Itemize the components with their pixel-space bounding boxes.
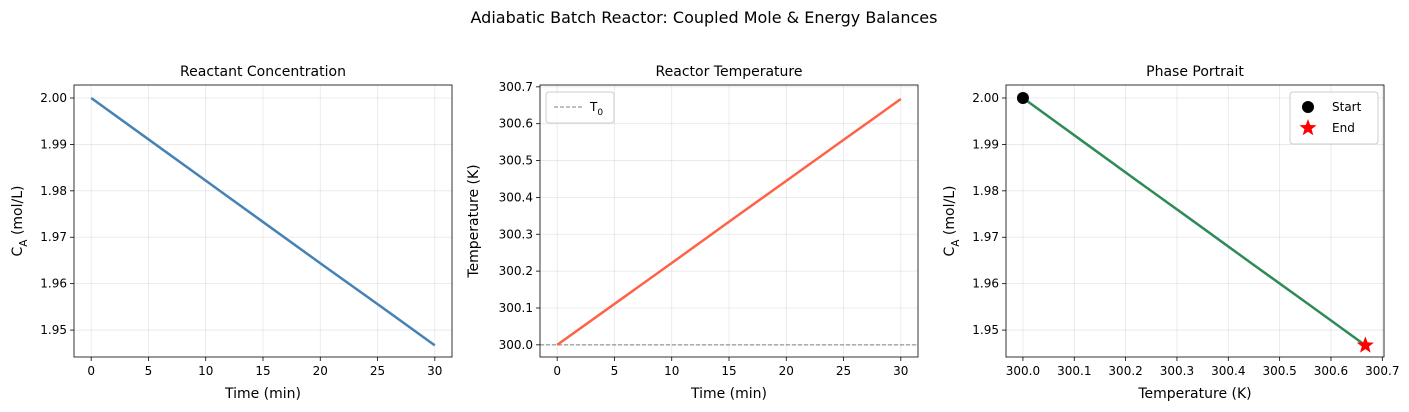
- data-line: [1022, 96, 1367, 347]
- y-tick-label: 1.98: [40, 183, 67, 197]
- legend: Start End: [1289, 91, 1379, 145]
- y-tick-label: 300.4: [499, 190, 533, 204]
- legend-label: T0: [589, 100, 603, 118]
- x-tick-label: 5: [145, 364, 153, 378]
- x-tick-label: 10: [198, 364, 213, 378]
- y-axis-label: CA (mol/L): [10, 186, 30, 257]
- legend-swatch: [1302, 101, 1314, 113]
- x-tick-label: 20: [313, 364, 328, 378]
- x-tick-label: 300.4: [1211, 364, 1245, 378]
- y-tick-label: 1.95: [40, 323, 67, 337]
- x-tick-label: 30: [427, 364, 442, 378]
- x-tick-label: 15: [255, 364, 270, 378]
- subplot-title: Reactant Concentration: [180, 64, 346, 80]
- y-tick-label: 300.7: [499, 79, 533, 93]
- y-tick-label: 300.5: [499, 153, 533, 167]
- y-axis-label: CA (mol/L): [942, 186, 962, 257]
- y-tick-label: 2.00: [40, 90, 67, 104]
- subplot-title: Reactor Temperature: [656, 64, 803, 80]
- start-marker: [1016, 91, 1029, 104]
- x-tick-label: 300.2: [1108, 364, 1142, 378]
- y-tick-label: 1.96: [972, 276, 999, 290]
- subplot: Phase Portrait 300.0 300.1 300.2 300.3 300.4 3…: [942, 64, 1399, 402]
- subplot-title: Phase Portrait: [1146, 64, 1244, 80]
- x-tick-label: 5: [611, 364, 619, 378]
- legend-label: Start: [1332, 100, 1362, 114]
- x-axis-label: Time (min): [690, 386, 767, 402]
- data-line: [556, 97, 902, 346]
- x-tick-label: 300.0: [1006, 364, 1040, 378]
- y-tick-label: 1.95: [972, 323, 999, 337]
- legend-swatch: [1299, 119, 1317, 136]
- legend: T0: [545, 91, 615, 124]
- x-tick-label: 20: [779, 364, 794, 378]
- x-tick-label: 0: [553, 364, 561, 378]
- x-tick-label: 25: [836, 364, 851, 378]
- x-tick-label: 30: [893, 364, 908, 378]
- axes-frame: [539, 84, 919, 358]
- y-tick-label: 300.2: [499, 264, 533, 278]
- axes-frame: [73, 84, 453, 358]
- x-axis-label: Temperature (K): [1137, 386, 1251, 402]
- y-tick-label: 300.6: [499, 116, 533, 130]
- y-tick-label: 1.99: [972, 137, 999, 151]
- x-tick-label: 300.6: [1314, 364, 1348, 378]
- x-tick-label: 25: [370, 364, 385, 378]
- x-tick-label: 10: [664, 364, 679, 378]
- x-tick-label: 300.5: [1262, 364, 1296, 378]
- figure-title: Adiabatic Batch Reactor: Coupled Mole & …: [471, 8, 938, 27]
- subplot: Reactor Temperature 0 5 10 15 20 25 30 300.0 300.…: [466, 64, 919, 402]
- y-tick-label: 1.98: [972, 183, 999, 197]
- y-tick-label: 1.99: [40, 137, 67, 151]
- x-tick-label: 15: [721, 364, 736, 378]
- y-tick-label: 1.96: [40, 276, 67, 290]
- y-tick-label: 300.3: [499, 227, 533, 241]
- x-axis-label: Time (min): [224, 386, 301, 402]
- x-tick-label: 300.1: [1057, 364, 1091, 378]
- subplot: Reactant Concentration 0 5 10 15 20 25 30 1.95 1.…: [10, 64, 453, 402]
- y-axis-label: Temperature (K): [466, 164, 482, 278]
- y-tick-label: 300.1: [499, 300, 533, 314]
- y-tick-label: 300.0: [499, 337, 533, 351]
- y-tick-label: 1.97: [40, 230, 67, 244]
- data-line: [90, 96, 436, 347]
- legend-label: End: [1332, 121, 1355, 135]
- x-tick-label: 300.3: [1160, 364, 1194, 378]
- y-tick-label: 1.97: [972, 230, 999, 244]
- x-tick-label: 0: [87, 364, 95, 378]
- end-marker: [1356, 336, 1374, 353]
- y-tick-label: 2.00: [972, 90, 999, 104]
- axes-frame: [1005, 84, 1385, 358]
- x-tick-label: 300.7: [1365, 364, 1399, 378]
